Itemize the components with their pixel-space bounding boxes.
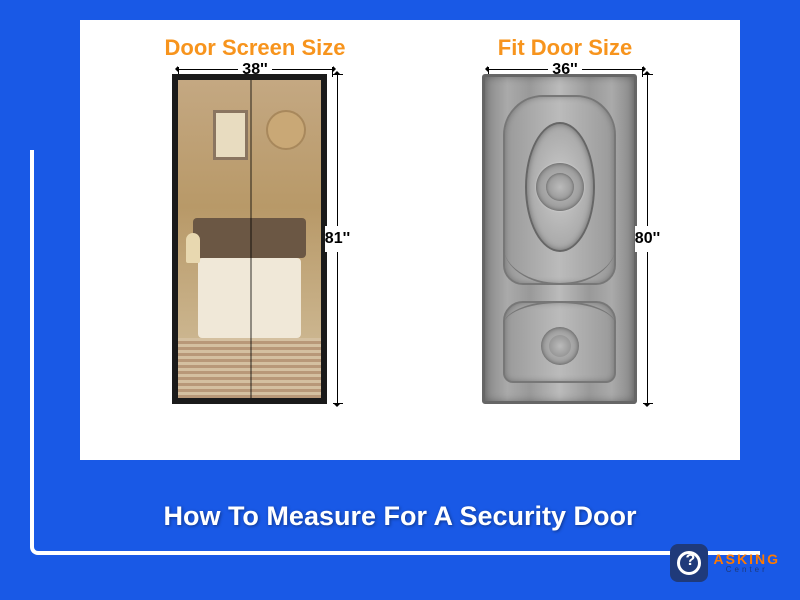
bedside-lamp (186, 233, 200, 263)
fit-door-row: 80'' (482, 74, 648, 404)
question-mark-icon: ? (677, 551, 701, 575)
lower-door-panel (503, 301, 616, 383)
fit-diagram: 36'' (482, 69, 648, 404)
fit-size-section: Fit Door Size 36'' (416, 35, 714, 440)
screen-door-illustration (172, 74, 327, 404)
bedroom-interior (178, 80, 321, 398)
logo-brand-bottom: Center (714, 566, 780, 574)
logo-badge: ? (670, 544, 708, 582)
logo-brand-top: ASKING (714, 552, 780, 566)
steel-door-illustration (482, 74, 637, 404)
screen-title: Door Screen Size (165, 35, 346, 61)
upper-rosette (536, 163, 584, 211)
lower-panel-arc (503, 301, 616, 326)
page-title: How To Measure For A Security Door (0, 501, 800, 532)
round-wall-decor (266, 110, 306, 150)
screen-height-dimension: 81'' (337, 74, 338, 404)
screen-diagram: 38'' (172, 69, 338, 404)
lower-rosette (541, 327, 579, 365)
screen-height-label: 81'' (325, 226, 350, 252)
upper-panel-arc (503, 245, 616, 285)
wall-frame-art (213, 110, 248, 160)
screen-width-dimension: 38'' (178, 69, 333, 70)
oval-medallion (525, 122, 595, 252)
upper-door-panel (503, 95, 616, 285)
fit-height-dimension: 80'' (647, 74, 648, 404)
fit-height-label: 80'' (635, 226, 660, 252)
fit-width-dimension: 36'' (488, 69, 643, 70)
screen-center-seam (250, 80, 252, 398)
logo-text: ASKING Center (714, 552, 780, 574)
screen-size-section: Door Screen Size 38'' (106, 35, 404, 440)
brand-logo: ? ASKING Center (670, 544, 780, 582)
fit-title: Fit Door Size (498, 35, 632, 61)
screen-door-row: 81'' (172, 74, 338, 404)
content-panel: Door Screen Size 38'' (80, 20, 740, 460)
